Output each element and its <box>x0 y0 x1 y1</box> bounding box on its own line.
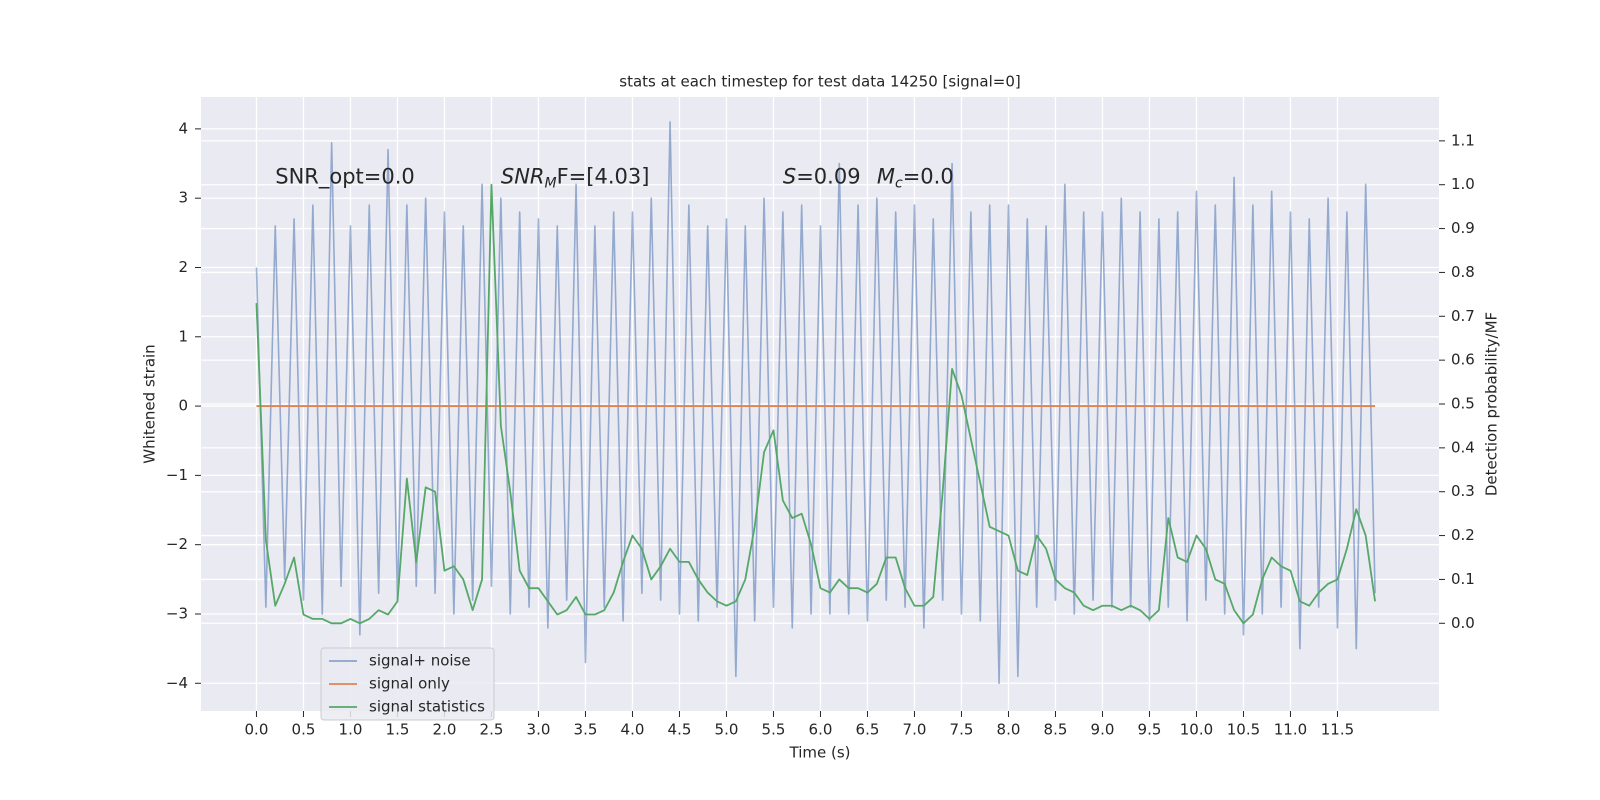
y2-tick-label: 1.0 <box>1451 175 1475 193</box>
y-tick-label: 0 <box>178 397 188 415</box>
y-tick-label: 1 <box>178 327 188 345</box>
annotation-base: M <box>877 164 895 188</box>
x-tick-label: 9.0 <box>1091 721 1115 739</box>
y2-tick-label: 1.1 <box>1451 131 1475 149</box>
legend-label: signal statistics <box>369 698 485 716</box>
x-tick-label: 5.0 <box>715 721 739 739</box>
y2-axis-label: Detection probability/MF <box>1483 312 1501 496</box>
x-tick-label: 11.5 <box>1321 721 1354 739</box>
x-tick-label: 8.0 <box>997 721 1021 739</box>
series-line <box>255 121 1376 685</box>
x-tick-label: 6.0 <box>809 721 833 739</box>
annotation-after: =0.0 <box>903 164 954 188</box>
legend: signal+ noise signal only signal statistic… <box>320 647 495 721</box>
y2-tick-label: 0.8 <box>1451 263 1475 281</box>
x-tick-label: 2.0 <box>433 721 457 739</box>
x-tick-label: 6.5 <box>856 721 880 739</box>
y2-tick-label: 0.3 <box>1451 482 1475 500</box>
y2-tick-label: 0.5 <box>1451 395 1475 413</box>
x-axis-label: Time (s) <box>789 744 851 762</box>
x-tick-label: 4.5 <box>668 721 692 739</box>
x-tick-label: 9.5 <box>1138 721 1162 739</box>
x-tick-label: 7.5 <box>950 721 974 739</box>
annotation: Mc=0.0 <box>877 164 954 191</box>
x-tick-label: 4.0 <box>621 721 645 739</box>
x-tick-label: 10.5 <box>1227 721 1260 739</box>
y-tick-label: 3 <box>178 189 188 207</box>
series-line <box>255 183 1376 625</box>
annotation-base: S <box>783 164 796 188</box>
x-tick-label: 10.0 <box>1180 721 1213 739</box>
y-tick-label: −3 <box>166 604 188 622</box>
annotation-base: SNR <box>501 164 545 188</box>
y2-tick-label: 0.2 <box>1451 526 1475 544</box>
y2-tick-label: 0.1 <box>1451 570 1475 588</box>
annotation-after: F=[4.03] <box>557 164 650 188</box>
y-tick-label: −2 <box>166 535 188 553</box>
y2-tick-label: 0.4 <box>1451 438 1475 456</box>
x-tick-label: 0.5 <box>292 721 316 739</box>
x-tick-label: 5.5 <box>762 721 786 739</box>
y-axis-label: Whitened strain <box>141 344 159 463</box>
legend-label: signal only <box>369 675 450 693</box>
y2-tick-label: 0.0 <box>1451 614 1475 632</box>
y-tick-label: 4 <box>178 119 188 137</box>
annotation-sub: c <box>895 175 903 191</box>
x-tick-label: 3.0 <box>527 721 551 739</box>
x-tick-label: 3.5 <box>574 721 598 739</box>
x-tick-label: 11.0 <box>1274 721 1307 739</box>
legend-label: signal+ noise <box>369 652 471 670</box>
x-tick-label: 8.5 <box>1044 721 1068 739</box>
y2-tick-label: 0.9 <box>1451 219 1475 237</box>
chart-title: stats at each timestep for test data 142… <box>619 73 1020 91</box>
y-tick-label: 2 <box>178 258 188 276</box>
y-tick-label: −4 <box>166 674 188 692</box>
annotation-sub: M <box>545 175 557 191</box>
x-tick-label: 0.0 <box>245 721 269 739</box>
x-tick-label: 7.0 <box>903 721 927 739</box>
y2-tick-label: 0.7 <box>1451 307 1475 325</box>
annotation: SNRMF=[4.03] <box>501 164 650 191</box>
labels: 0.0 0.5 1.0 1.5 2.0 2.5 3.0 3.5 4.0 4.5 5.0 5.5 6.0 6… <box>166 119 1475 738</box>
annotation-after: =0.09 <box>796 164 860 188</box>
legend-box <box>320 647 495 721</box>
y2-tick-label: 0.6 <box>1451 351 1475 369</box>
x-tick-label: 1.0 <box>339 721 363 739</box>
annotation: SNR_opt=0.0 <box>275 164 415 189</box>
x-tick-label: 2.5 <box>480 721 504 739</box>
y-tick-label: −1 <box>166 466 188 484</box>
marks <box>255 121 1376 685</box>
x-tick-label: 1.5 <box>386 721 410 739</box>
annotation: S=0.09 <box>783 164 861 188</box>
